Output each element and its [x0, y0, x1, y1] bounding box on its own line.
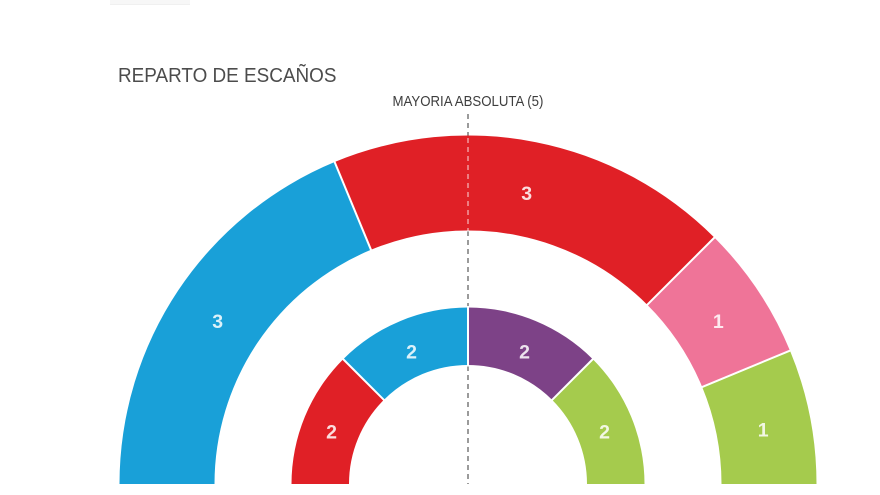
svg-text:2: 2: [326, 422, 337, 444]
svg-text:2: 2: [599, 422, 610, 444]
svg-text:3: 3: [521, 183, 532, 205]
svg-text:1: 1: [758, 419, 769, 441]
svg-text:2: 2: [519, 342, 530, 364]
svg-text:2: 2: [406, 342, 417, 364]
svg-text:3: 3: [212, 311, 223, 333]
svg-text:1: 1: [713, 311, 724, 333]
